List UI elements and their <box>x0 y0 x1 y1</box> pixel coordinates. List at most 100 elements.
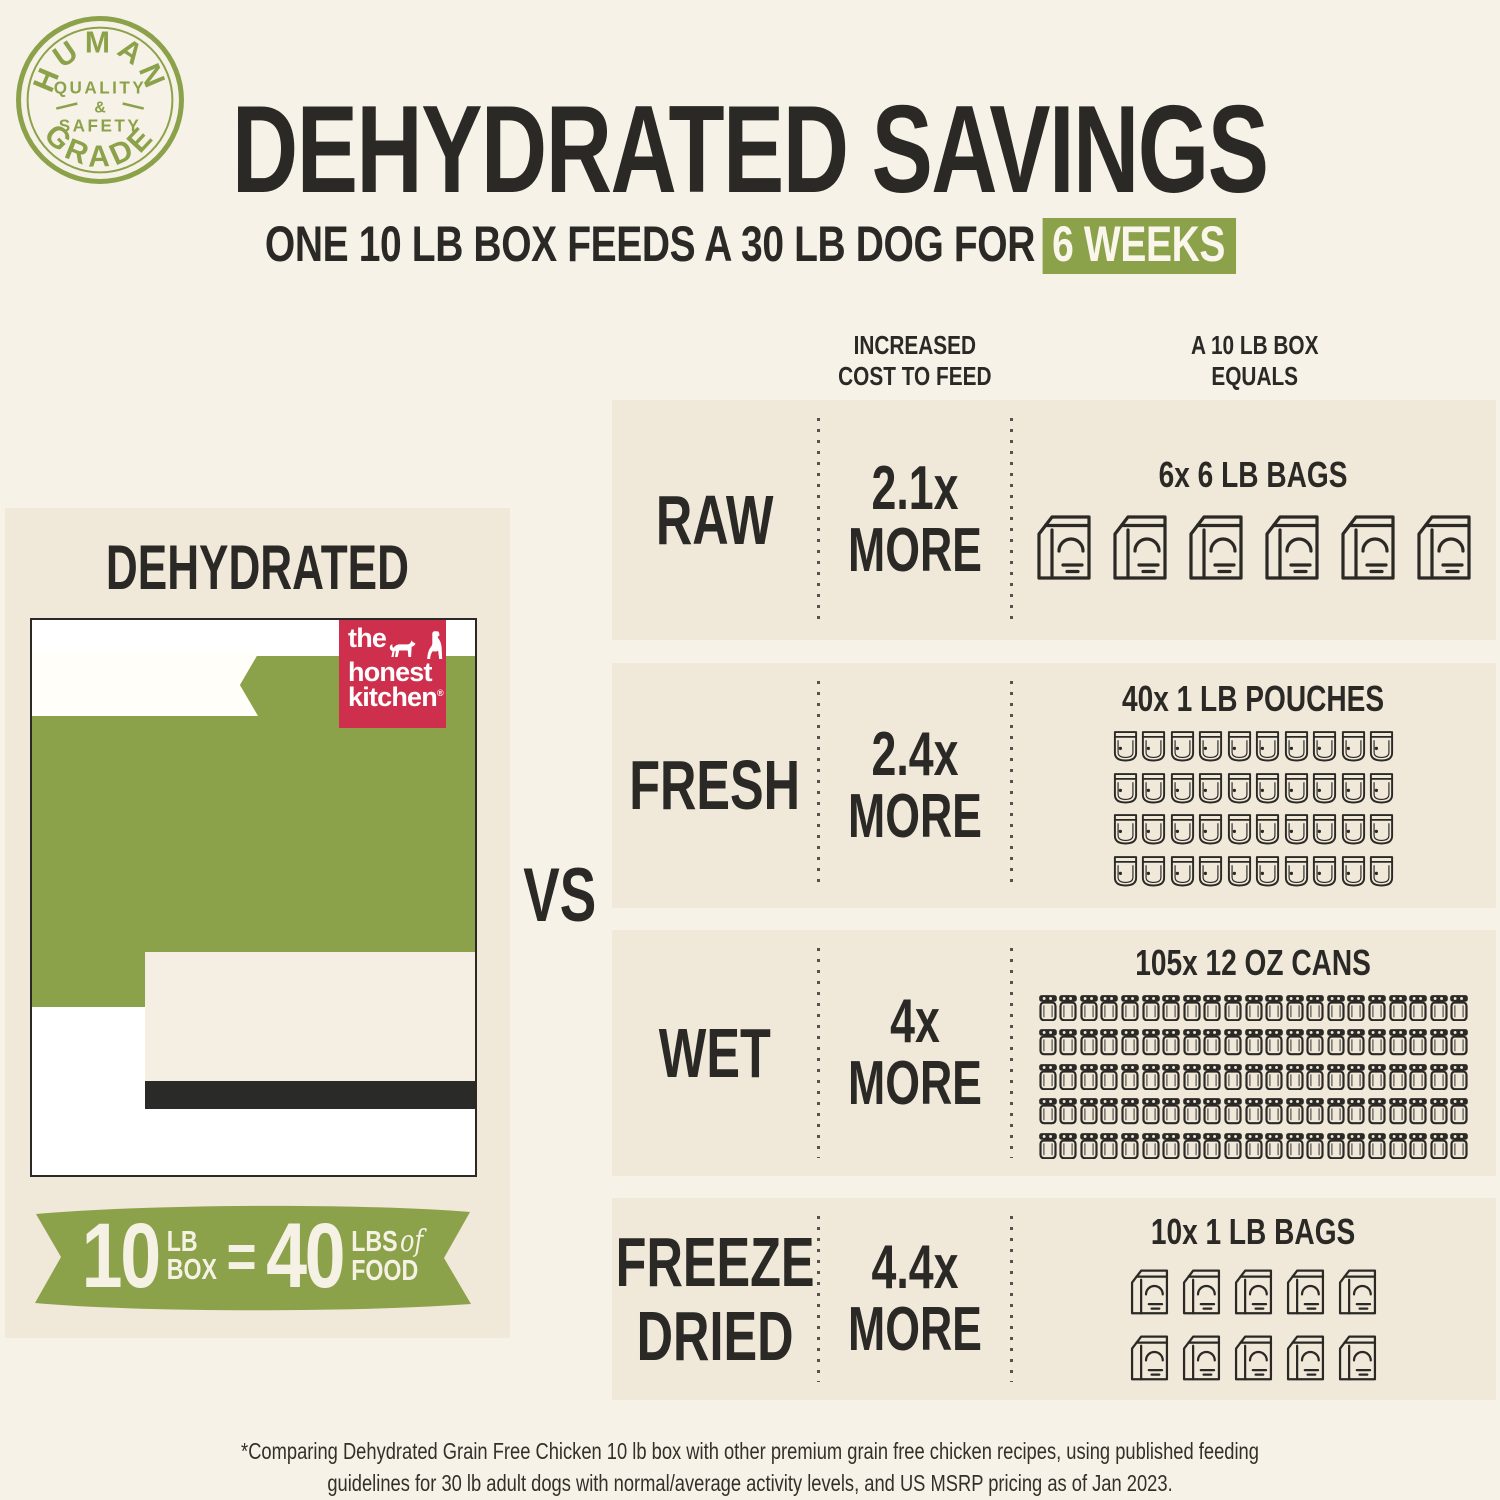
bag-icon <box>1335 1263 1380 1321</box>
equivalent-cell: 105x 12 OZ CANS <box>1010 930 1496 1176</box>
can-icon <box>1099 994 1119 1027</box>
header-box-equals: A 10 LB BOX EQUALS <box>1190 330 1319 391</box>
can-icon <box>1285 1028 1305 1061</box>
can-icon <box>1429 1097 1449 1130</box>
can-icon <box>1408 1063 1428 1096</box>
can-icon <box>1449 994 1469 1027</box>
can-icon <box>1264 1097 1284 1130</box>
cost-multiplier: 2.1x MORE <box>817 400 1011 640</box>
can-icon <box>1244 994 1264 1027</box>
pouch-icon <box>1226 772 1253 810</box>
can-icon <box>1264 1028 1284 1061</box>
can-icon <box>1099 1132 1119 1165</box>
bag-icon <box>1184 506 1248 587</box>
can-icon <box>1429 1132 1449 1165</box>
bag-icon <box>1335 1329 1380 1387</box>
can-icon <box>1429 1028 1449 1061</box>
bag-icon <box>1260 506 1324 587</box>
can-icon <box>1079 1097 1099 1130</box>
can-icon <box>1326 1063 1346 1096</box>
can-icon <box>1429 994 1449 1027</box>
badge-ampersand: & <box>94 99 106 117</box>
pouch-icon <box>1311 772 1338 810</box>
can-icon <box>1367 1132 1387 1165</box>
can-icon <box>1058 1132 1078 1165</box>
row-raw: RAW 2.1x MORE 6x 6 LB BAGS <box>612 400 1496 640</box>
pouch-icon <box>1169 730 1196 768</box>
cost-multiplier: 4.4x MORE <box>817 1198 1011 1400</box>
can-icon <box>1099 1097 1119 1130</box>
pouch-icon <box>1140 730 1167 768</box>
can-icon <box>1079 994 1099 1027</box>
can-icon <box>1285 1063 1305 1096</box>
food-type-label: WET <box>659 1013 771 1092</box>
can-icon <box>1161 1063 1181 1096</box>
page-subtitle: ONE 10 LB BOX FEEDS A 30 LB DOG FOR 6 WEE… <box>0 218 1500 274</box>
can-icon <box>1202 1097 1222 1130</box>
can-icon <box>1408 1132 1428 1165</box>
bag-icon <box>1108 506 1172 587</box>
food-type-label: FREEZE DRIED <box>615 1222 815 1375</box>
pouch-icon <box>1368 730 1395 768</box>
can-icon <box>1141 994 1161 1027</box>
can-icon <box>1264 994 1284 1027</box>
honest-kitchen-logo: the honest kitchen® <box>339 620 446 728</box>
cost-multiplier: 2.4x MORE <box>817 663 1011 908</box>
pouch-icon <box>1368 813 1395 851</box>
food-type-label: FRESH <box>629 746 801 825</box>
can-icon <box>1079 1028 1099 1061</box>
can-icon <box>1346 1132 1366 1165</box>
bag-icon <box>1283 1263 1328 1321</box>
pouch-icon <box>1311 730 1338 768</box>
can-icon <box>1038 1097 1058 1130</box>
can-icon <box>1429 1063 1449 1096</box>
pouch-icon <box>1254 855 1281 893</box>
row-freeze-dried: FREEZE DRIED 4.4x MORE 10x 1 LB BAGS <box>612 1198 1496 1400</box>
equivalent-label: 40x 1 LB POUCHES <box>1122 678 1385 720</box>
can-icon <box>1264 1132 1284 1165</box>
can-icon <box>1202 994 1222 1027</box>
logo-word-kitchen: kitchen® <box>348 682 444 713</box>
row-wet: WET 4x MORE 105x 12 OZ CANS <box>612 930 1496 1176</box>
ribbon-lb-box: LB BOX <box>166 1225 218 1286</box>
icon-grid <box>1037 994 1470 1165</box>
pouch-icon <box>1226 855 1253 893</box>
badge-right-dash <box>122 102 145 110</box>
ribbon-banner: 10 LB BOX = 40 LBSof FOOD <box>30 1200 475 1312</box>
header-increased-cost: INCREASED COST TO FEED <box>838 330 992 391</box>
can-icon <box>1305 1097 1325 1130</box>
can-icon <box>1449 1097 1469 1130</box>
can-icon <box>1058 1097 1078 1130</box>
badge-outer-ring <box>16 16 184 184</box>
badge-inner-ring <box>26 26 174 174</box>
can-icon <box>1182 1097 1202 1130</box>
vs-label: VS <box>523 853 597 938</box>
icon-grid <box>1031 506 1476 587</box>
pouch-icon <box>1197 730 1224 768</box>
pouch-icon <box>1169 813 1196 851</box>
ribbon-40: 40 <box>266 1205 345 1307</box>
header: DEHYDRATED SAVINGS ONE 10 LB BOX FEEDS A… <box>0 88 1500 274</box>
can-icon <box>1285 1097 1305 1130</box>
can-icon <box>1038 994 1058 1027</box>
can-icon <box>1182 1063 1202 1096</box>
ribbon-of: of <box>399 1224 424 1260</box>
can-icon <box>1141 1063 1161 1096</box>
cost-multiplier: 4x MORE <box>817 930 1011 1176</box>
footnote: *Comparing Dehydrated Grain Free Chicken… <box>241 1438 1259 1496</box>
can-icon <box>1038 1028 1058 1061</box>
box-white-patch <box>32 1007 145 1081</box>
pouch-icon <box>1169 772 1196 810</box>
can-icon <box>1161 994 1181 1027</box>
can-icon <box>1305 994 1325 1027</box>
pouch-icon <box>1340 772 1367 810</box>
can-icon <box>1305 1028 1325 1061</box>
food-type-label: RAW <box>656 480 774 559</box>
pouch-icon <box>1254 813 1281 851</box>
equivalent-cell: 40x 1 LB POUCHES <box>1010 663 1496 908</box>
ribbon-text: 10 LB BOX = 40 LBSof FOOD <box>75 1200 431 1312</box>
pouch-icon <box>1311 813 1338 851</box>
logo-word-honest: honest <box>348 657 433 687</box>
can-icon <box>1408 1097 1428 1130</box>
pouch-icon <box>1254 772 1281 810</box>
